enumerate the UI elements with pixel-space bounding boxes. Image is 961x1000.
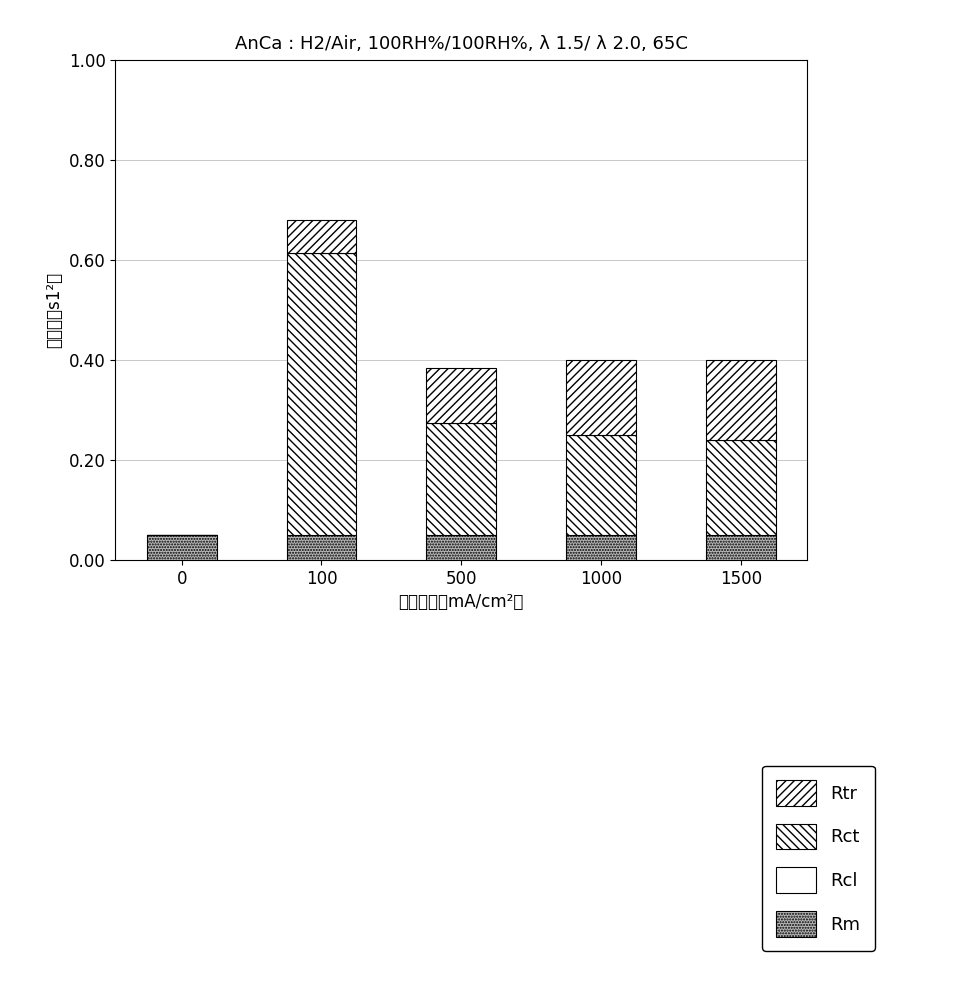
Bar [147, 535, 216, 560]
Bar [427, 535, 496, 560]
Bar [706, 360, 776, 440]
X-axis label: 电流密度［mA/cm²］: 电流密度［mA/cm²］ [399, 593, 524, 611]
Bar [706, 440, 776, 535]
Bar [706, 535, 776, 560]
Bar [286, 252, 357, 535]
Bar [566, 535, 636, 560]
Bar [427, 422, 496, 535]
Bar [566, 360, 636, 435]
Y-axis label: 电阻（阵s1²）: 电阻（阵s1²） [45, 272, 63, 348]
Bar [427, 367, 496, 422]
Bar [286, 535, 357, 560]
Legend: Rtr, Rct, Rcl, Rm: Rtr, Rct, Rcl, Rm [762, 766, 875, 951]
Bar [566, 435, 636, 535]
Bar [286, 220, 357, 252]
Title: AnCa : H2/Air, 100RH%/100RH%, λ 1.5/ λ 2.0, 65C: AnCa : H2/Air, 100RH%/100RH%, λ 1.5/ λ 2… [234, 35, 688, 53]
